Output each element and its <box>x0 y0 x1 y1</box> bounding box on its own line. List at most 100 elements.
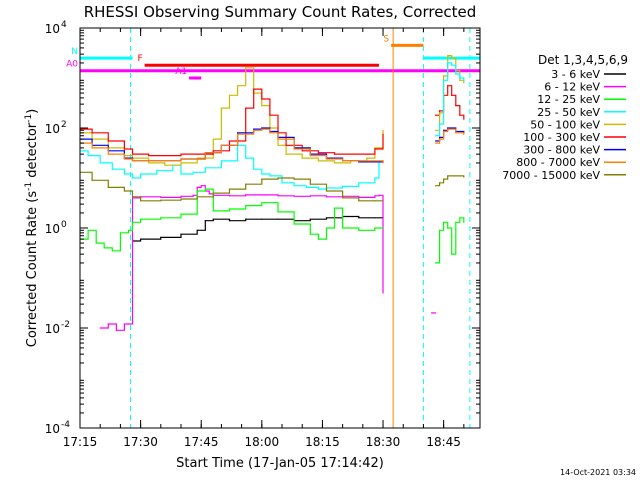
data-point <box>293 195 295 197</box>
data-point <box>140 173 142 175</box>
data-point <box>430 312 433 314</box>
data-point <box>196 229 198 231</box>
data-point <box>443 221 445 223</box>
data-point <box>253 88 255 90</box>
y-axis-label: Corrected Count Rate (s-1 detector-1) <box>24 109 40 347</box>
data-point <box>261 173 263 175</box>
data-point <box>358 200 360 202</box>
data-point <box>293 148 295 150</box>
data-point <box>438 136 441 138</box>
data-point <box>333 162 336 164</box>
y-tick-label: 10 <box>45 422 60 436</box>
data-point <box>156 160 158 162</box>
data-point <box>115 329 117 331</box>
data-point <box>447 55 449 57</box>
data-point <box>140 238 142 240</box>
data-point <box>103 247 105 249</box>
data-point <box>253 128 255 130</box>
legend-label-800-7000-kev: 800 - 7000 keV <box>516 156 600 169</box>
data-point <box>451 57 453 59</box>
data-point <box>87 229 89 231</box>
state-bar-label: S <box>383 34 389 44</box>
data-point <box>443 79 445 81</box>
series-line-12-25-kev <box>80 188 383 252</box>
data-point <box>261 218 263 220</box>
data-point <box>236 85 239 87</box>
data-point <box>131 221 134 223</box>
data-point <box>180 213 182 215</box>
data-point <box>220 160 223 162</box>
x-tick-label: 18:00 <box>245 435 280 449</box>
data-point <box>196 186 198 188</box>
data-point <box>309 183 311 185</box>
data-point <box>212 138 214 140</box>
legend-label-25-50-kev: 25 - 50 keV <box>537 106 600 119</box>
data-point <box>382 227 384 229</box>
series-100-300-kev <box>79 88 384 157</box>
data-point <box>180 198 182 200</box>
data-point <box>451 64 453 66</box>
data-point <box>196 190 198 192</box>
data-point <box>140 200 142 202</box>
data-point <box>382 133 384 135</box>
data-point <box>160 217 162 219</box>
data-point <box>228 195 231 197</box>
data-point <box>261 178 263 180</box>
data-point <box>277 138 279 140</box>
data-point <box>200 185 202 187</box>
data-point <box>245 218 247 220</box>
data-point <box>87 155 89 157</box>
data-point <box>358 217 360 219</box>
series-line-7000-15000-kev <box>80 171 383 202</box>
data-point <box>228 94 231 96</box>
data-point <box>261 202 263 204</box>
data-point <box>277 195 279 197</box>
data-point <box>309 155 311 157</box>
data-point <box>245 194 247 196</box>
data-point <box>374 227 376 229</box>
x-tick-label: 18:45 <box>426 435 461 449</box>
legend-label-100-300-kev: 100 - 300 keV <box>523 131 600 144</box>
series-800-7000-kev-after-gap <box>434 128 465 144</box>
data-point <box>156 170 158 172</box>
data-point <box>253 168 255 170</box>
data-point <box>269 175 271 177</box>
data-point <box>342 197 344 199</box>
legend-label-300-800-kev: 300 - 800 keV <box>523 144 600 157</box>
data-point <box>463 221 465 223</box>
data-point <box>342 185 344 187</box>
state-bar-label: N <box>71 47 78 57</box>
data-point <box>463 82 465 84</box>
data-point <box>99 327 101 329</box>
state-bar-label: A0 <box>66 60 78 70</box>
series-800-7000-kev <box>79 128 384 164</box>
data-point <box>277 177 279 179</box>
data-point <box>309 195 311 197</box>
data-point <box>107 323 109 325</box>
series-line-50-100-kev <box>80 67 384 166</box>
data-point <box>455 175 457 177</box>
series-line-25-50-kev-after-gap <box>435 62 465 137</box>
data-point <box>131 196 134 198</box>
data-point <box>325 196 328 198</box>
series-line-12-25-kev-after-gap <box>435 217 465 264</box>
data-point <box>192 194 194 196</box>
data-point <box>447 128 449 130</box>
data-point <box>91 132 93 134</box>
data-point <box>160 196 162 198</box>
y-tick-label: 10 <box>45 322 60 336</box>
data-point <box>123 158 126 160</box>
data-point <box>212 150 214 152</box>
data-point <box>366 153 368 155</box>
data-point <box>374 195 376 197</box>
data-point <box>160 236 162 238</box>
data-point <box>285 144 287 146</box>
data-point <box>443 178 445 180</box>
data-point <box>261 128 263 130</box>
data-point <box>342 227 344 229</box>
x-tick-label: 17:45 <box>184 435 219 449</box>
data-point <box>277 211 279 213</box>
data-point <box>317 152 319 154</box>
